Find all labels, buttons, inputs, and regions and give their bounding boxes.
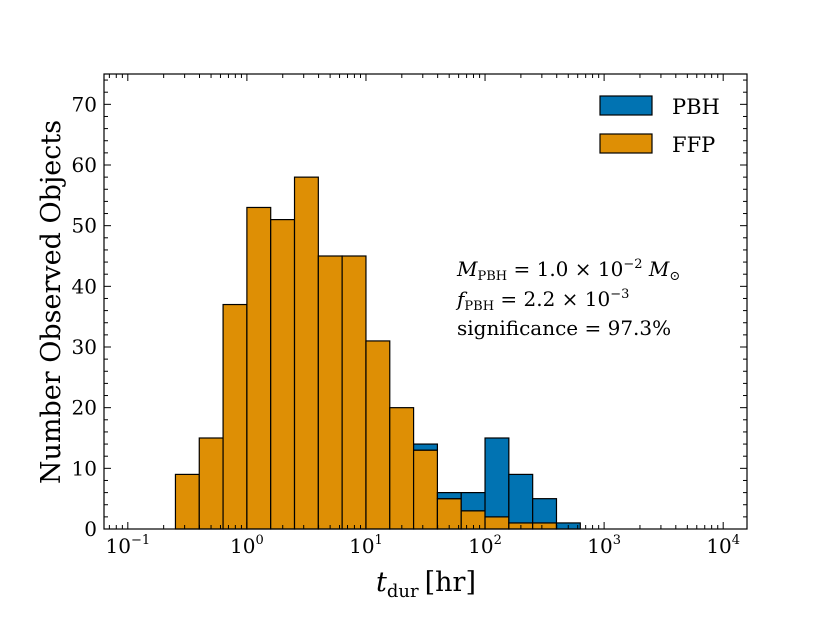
bar-ffp: [412, 449, 439, 530]
x-tick-label: 100: [230, 533, 264, 558]
y-tick-label: 30: [72, 335, 97, 359]
x-tick-label: 104: [706, 533, 740, 558]
annotation-mass-eq: = 1.0 × 10: [507, 257, 624, 281]
bar-pbh: [532, 498, 558, 524]
y-axis-label: Number Observed Objects: [36, 120, 67, 484]
legend-label-pbh: PBH: [672, 95, 720, 119]
annotation-fraction-var: f: [457, 287, 465, 311]
y-tick-label: 10: [72, 456, 97, 480]
legend: PBH FFP: [599, 95, 720, 157]
legend-swatch-pbh: [599, 95, 653, 116]
bar-ffp: [293, 176, 319, 530]
annotation-fraction-exp: −3: [610, 287, 630, 302]
x-tick-label: 101: [349, 533, 383, 558]
bar-ffp: [246, 206, 272, 530]
x-axis-label-var: t: [376, 567, 387, 598]
y-tick-label: 40: [72, 274, 97, 298]
bar-ffp: [341, 255, 367, 530]
bar-pbh: [484, 437, 510, 518]
bar-ffp: [222, 303, 248, 530]
bar-ffp: [484, 516, 510, 530]
bar-pbh: [460, 492, 486, 512]
bar-ffp: [317, 255, 343, 530]
histogram-bars: [174, 176, 581, 530]
annotation-mass-unit: M: [648, 257, 670, 281]
annotation-mass-var: M: [457, 257, 478, 281]
y-tick-label: 60: [72, 153, 97, 177]
x-tick-label: 102: [468, 533, 502, 558]
bar-ffp: [174, 473, 200, 530]
annotation-fraction: fPBH = 2.2 × 10−3: [457, 288, 629, 313]
annotation-fraction-eq: = 2.2 × 10: [494, 287, 611, 311]
y-tick-labels: 0 10 20 30 40 50 60 70: [72, 92, 97, 541]
annotation-mass-sub: PBH: [477, 269, 508, 284]
x-axis-label: tdur [hr]: [376, 567, 476, 602]
annotation-mass-exp: −2: [623, 257, 643, 272]
bar-ffp: [532, 522, 558, 530]
annotation-mass-unit-sub: ⊙: [669, 269, 681, 284]
y-tick-label: 50: [72, 214, 97, 238]
x-axis-label-unit: [hr]: [425, 567, 476, 598]
x-axis-label-sub: dur: [387, 581, 419, 602]
x-tick-label: 103: [587, 533, 621, 558]
bar-ffp: [389, 407, 415, 530]
x-tick-labels: 10−1 100 101 102 103 104: [106, 533, 741, 558]
legend-label-ffp: FFP: [672, 133, 715, 157]
bar-ffp: [270, 219, 296, 530]
annotation-mass: MPBH = 1.0 × 10−2 M⊙: [457, 258, 680, 283]
annotation-significance: significance = 97.3%: [457, 316, 672, 340]
annotation-fraction-sub: PBH: [464, 299, 495, 314]
bar-ffp: [365, 340, 391, 530]
y-tick-label: 70: [72, 92, 97, 116]
bar-pbh: [412, 443, 439, 451]
legend-swatch-ffp: [599, 133, 653, 154]
y-tick-label: 0: [84, 517, 97, 541]
bar-ffp: [198, 437, 224, 530]
plot-frame: [103, 73, 748, 530]
x-tick-label: 10−1: [106, 533, 151, 558]
bar-ffp: [436, 498, 462, 530]
bar-pbh: [436, 492, 462, 500]
bar-pbh: [508, 473, 534, 524]
axis-ticks: [104, 74, 747, 530]
y-tick-label: 20: [72, 396, 97, 420]
